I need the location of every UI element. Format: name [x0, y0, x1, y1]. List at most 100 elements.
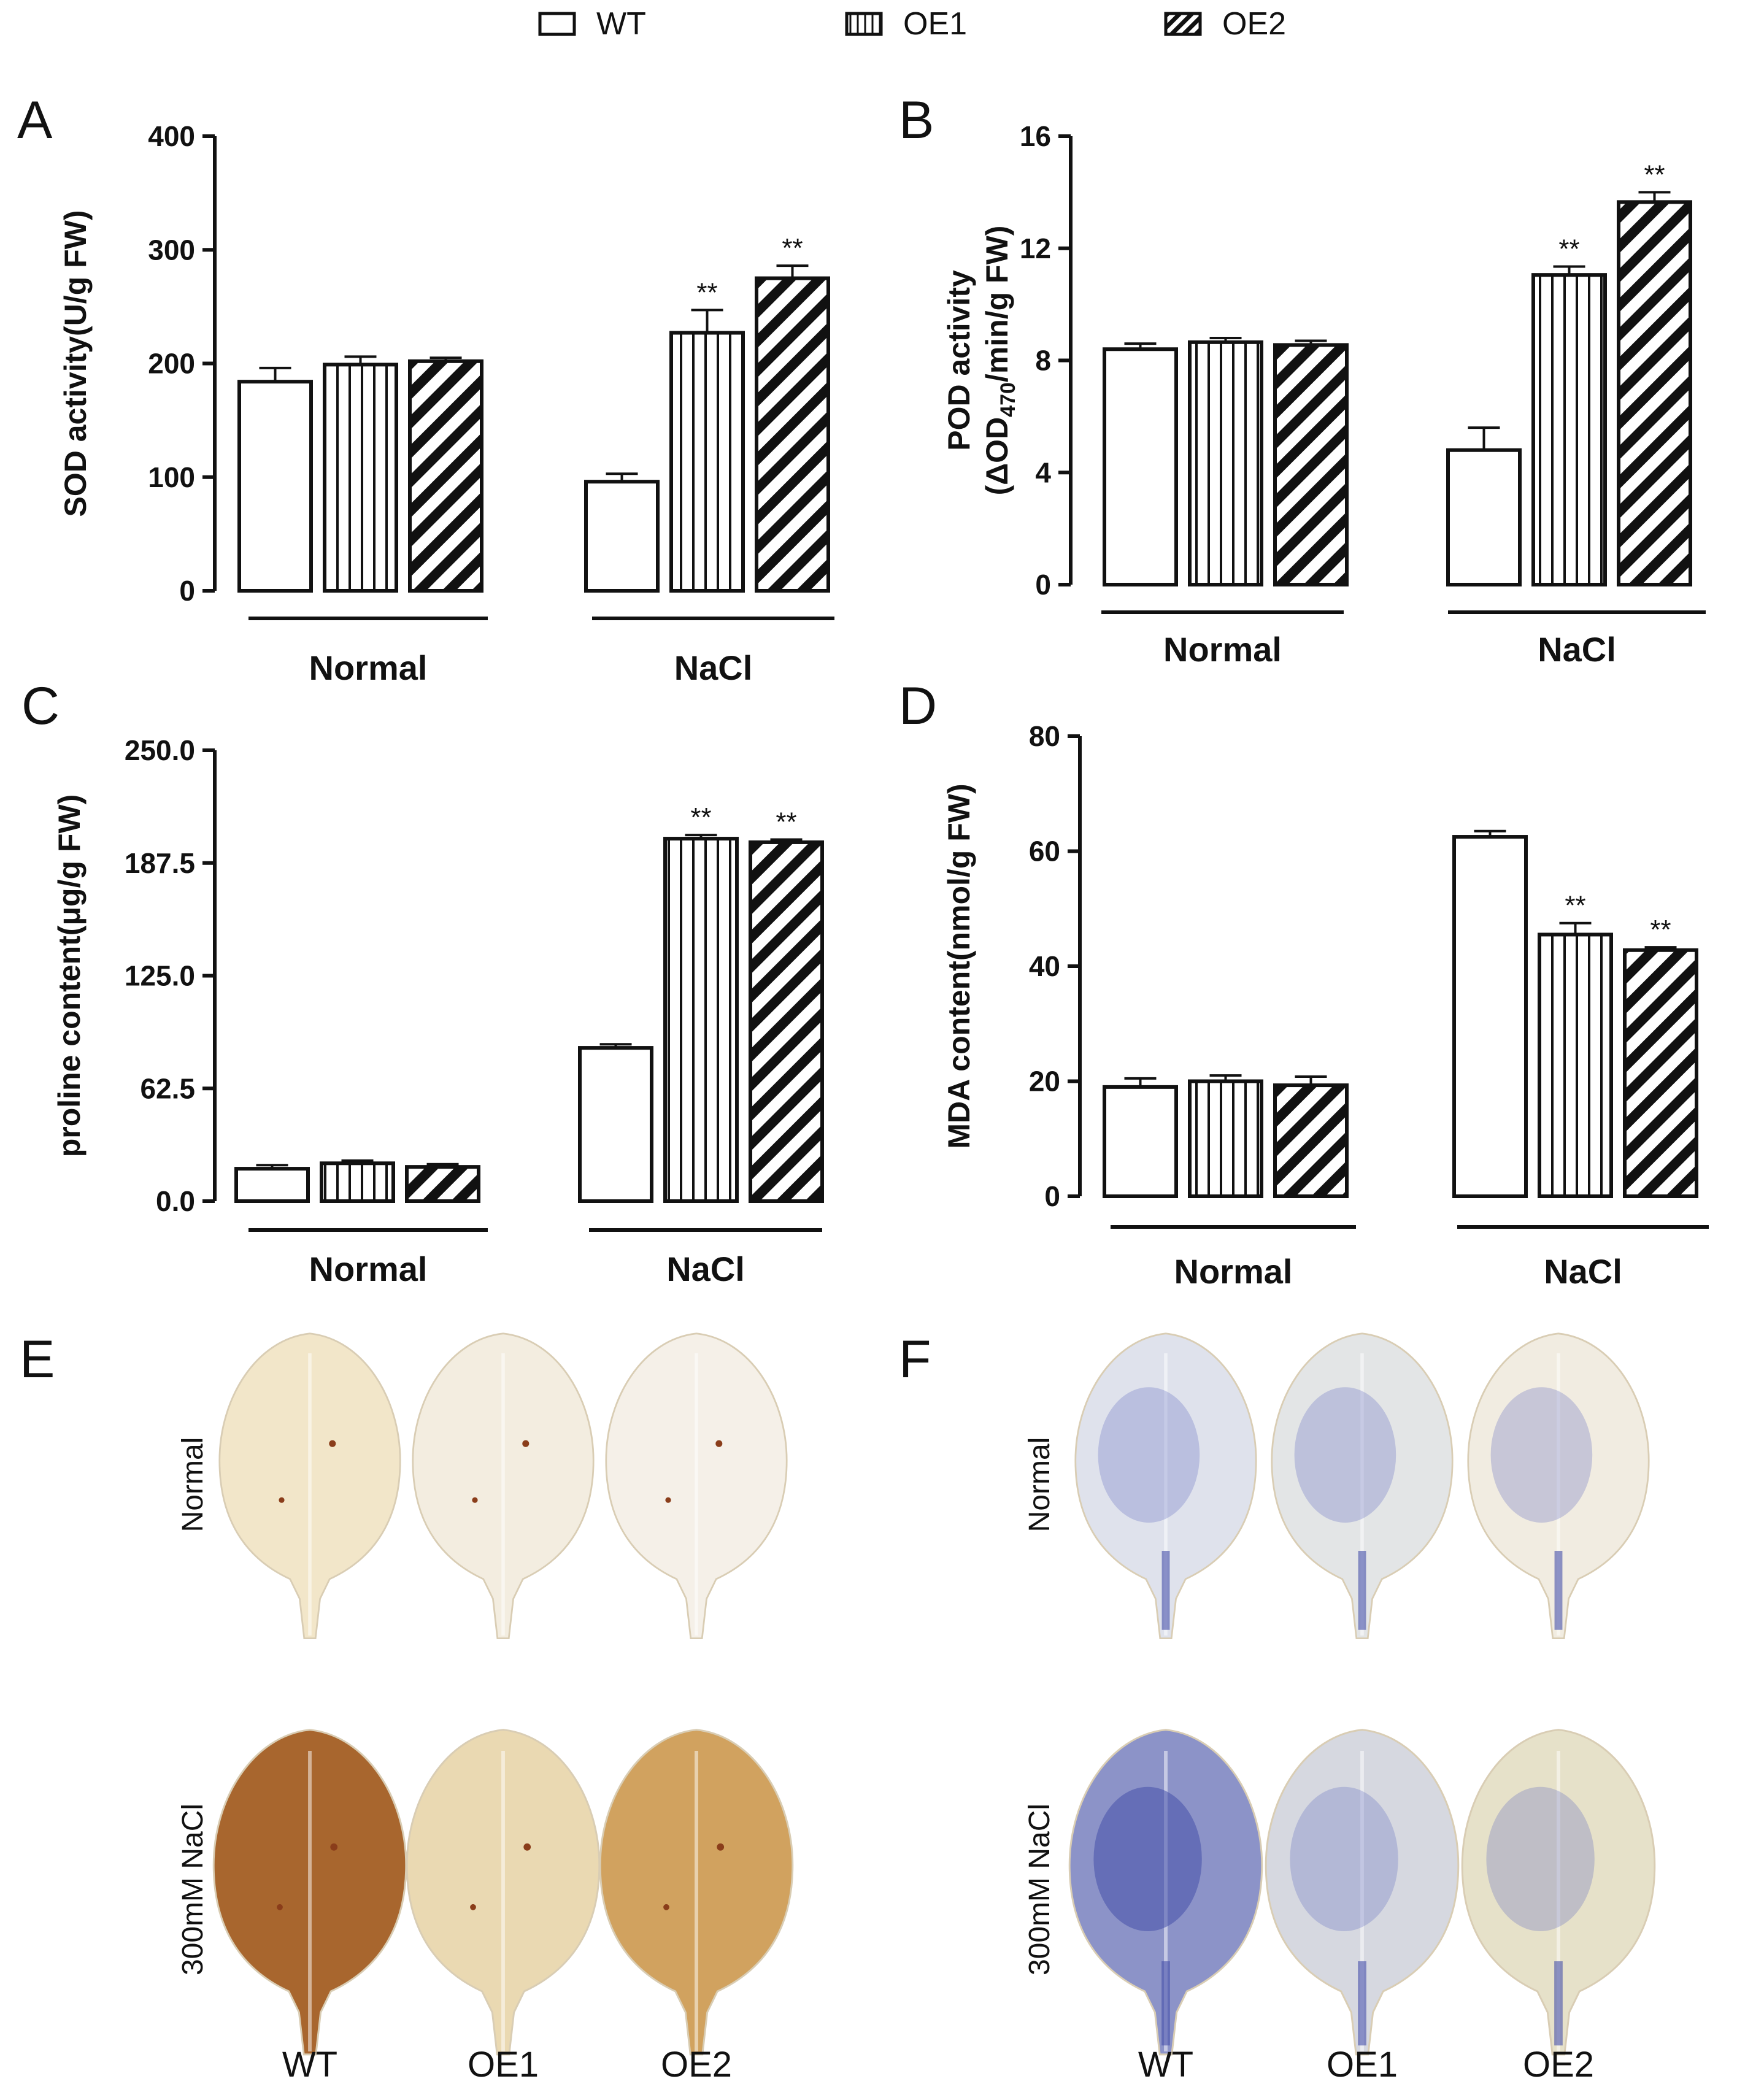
- chart-panel-a: A 0 100 200 300 400 SOD activity(U/g FW) Normal…: [17, 91, 834, 687]
- bar-oe1-normal: [1188, 1079, 1263, 1198]
- significance-marker: **: [690, 802, 711, 832]
- y-tick-label: 100: [148, 461, 195, 493]
- legend-label: OE2: [1222, 6, 1286, 42]
- leaf-image-oe2-normal: [1467, 1332, 1650, 1639]
- row-label: 300mM NaCl: [177, 1804, 209, 1975]
- legend-item-oe1: OE1: [845, 6, 967, 42]
- bar-wt-normal: [234, 1167, 310, 1203]
- column-label: WT: [282, 2045, 337, 2085]
- bar-oe2-nacl: [1623, 948, 1698, 1198]
- y-axis-label-units: (ΔOD470/min/g FW): [980, 226, 1020, 496]
- photo-panels: E Normal 300mM NaCl WT OE1 OE2 F Normal 300mM Na…: [20, 1330, 1656, 2085]
- row-label: Normal: [177, 1437, 209, 1532]
- y-tick-label: 20: [1029, 1066, 1060, 1097]
- legend-swatch: [845, 12, 883, 36]
- bar-oe2-normal: [1273, 343, 1349, 586]
- y-tick-label: 125.0: [125, 960, 195, 992]
- panel-letter: A: [17, 91, 53, 150]
- chart-panel-d: D 0 20 40 60 80 MDA content(nmol/g FW) Normal **…: [899, 677, 1709, 1291]
- y-tick-label: 0: [1035, 569, 1051, 601]
- panel-letter: E: [20, 1330, 55, 1389]
- y-tick-label: 8: [1035, 345, 1051, 377]
- column-label: OE2: [1523, 2045, 1594, 2085]
- bar-oe2-normal: [405, 1165, 480, 1204]
- leaf-image-wt-normal: [1074, 1332, 1257, 1639]
- bar-oe1-nacl: [1538, 932, 1613, 1198]
- legend-swatch: [538, 12, 576, 36]
- group-label-normal: Normal: [1174, 1252, 1293, 1291]
- panel-letter: F: [899, 1330, 931, 1389]
- y-tick-label: 4: [1035, 456, 1051, 488]
- significance-marker: **: [1644, 160, 1665, 190]
- leaf-image-oe2-nacl: [599, 1729, 794, 2056]
- y-tick-label: 187.5: [125, 847, 195, 879]
- legend-item-wt: WT: [538, 6, 646, 42]
- significance-marker: **: [782, 233, 803, 263]
- chart-panel-b: B 0 4 8 12 16 POD activity(ΔOD470/min/g FW) Nor…: [899, 91, 1706, 669]
- significance-marker: **: [1565, 891, 1585, 921]
- bar-oe2-nacl: [755, 276, 830, 593]
- y-tick-label: 62.5: [140, 1072, 195, 1104]
- row-label: 300mM NaCl: [1023, 1804, 1056, 1975]
- leaf-image-oe2-normal: [605, 1332, 788, 1639]
- y-axis-label: POD activity: [942, 270, 976, 451]
- y-tick-label: 60: [1029, 836, 1060, 867]
- panel-letter: C: [21, 677, 60, 736]
- bar-wt-normal: [1103, 1085, 1178, 1198]
- leaf-image-oe1-normal: [1271, 1332, 1454, 1639]
- column-label: WT: [1138, 2045, 1193, 2085]
- bar-wt-normal: [237, 380, 313, 593]
- bar-wt-nacl: [1446, 448, 1522, 587]
- group-label-nacl: NaCl: [674, 648, 753, 687]
- significance-marker: **: [1650, 915, 1671, 945]
- bar-oe1-normal: [320, 1161, 395, 1204]
- bar-oe1-nacl: [1531, 273, 1607, 586]
- y-tick-label: 80: [1029, 720, 1060, 752]
- significance-marker: **: [776, 807, 796, 837]
- bar-oe2-normal: [408, 359, 483, 593]
- column-label: OE1: [1327, 2045, 1398, 2085]
- leaf-image-wt-nacl: [212, 1729, 407, 2056]
- group-label-nacl: NaCl: [1538, 630, 1616, 669]
- leaf-image-oe1-nacl: [406, 1729, 601, 2056]
- bar-oe1-nacl: [663, 837, 739, 1204]
- panel-letter: B: [899, 91, 934, 150]
- bar-wt-nacl: [584, 480, 660, 593]
- y-tick-label: 40: [1029, 950, 1060, 982]
- legend-label: WT: [596, 6, 646, 42]
- bar-wt-nacl: [1452, 835, 1528, 1198]
- significance-marker: **: [1558, 234, 1579, 264]
- legend: WT OE1 OE2: [538, 6, 1286, 42]
- leaf-image-oe1-normal: [412, 1332, 595, 1639]
- bar-wt-normal: [1103, 347, 1178, 586]
- group-label-normal: Normal: [309, 648, 428, 687]
- y-tick-label: 0: [1044, 1180, 1060, 1212]
- chart-panel-c: C 0.0 62.5 125.0 187.5 250.0 proline content(μ…: [21, 677, 824, 1288]
- y-tick-label: 300: [148, 234, 195, 266]
- y-tick-label: 400: [148, 120, 195, 152]
- leaf-image-wt-normal: [218, 1332, 401, 1639]
- photo-panel-f: F Normal 300mM NaCl WT OE1 OE2: [899, 1330, 1656, 2085]
- y-axis-label: MDA content(nmol/g FW): [942, 783, 976, 1148]
- y-tick-label: 0: [179, 575, 195, 607]
- legend-item-oe2: OE2: [1164, 6, 1286, 42]
- row-label: Normal: [1023, 1437, 1056, 1532]
- group-label-nacl: NaCl: [666, 1250, 745, 1288]
- group-label-normal: Normal: [1163, 630, 1282, 669]
- y-tick-label: 0.0: [156, 1185, 195, 1217]
- legend-label: OE1: [903, 6, 967, 42]
- group-label-normal: Normal: [309, 1250, 428, 1288]
- y-tick-label: 250.0: [125, 734, 195, 766]
- bar-oe1-normal: [1188, 340, 1263, 586]
- bar-oe1-nacl: [669, 331, 745, 593]
- bar-wt-nacl: [578, 1046, 653, 1203]
- bar-oe2-normal: [1273, 1083, 1349, 1198]
- bar-oe2-nacl: [1617, 200, 1692, 587]
- column-label: OE2: [661, 2045, 732, 2085]
- significance-marker: **: [696, 277, 717, 307]
- y-tick-label: 12: [1020, 233, 1051, 264]
- y-tick-label: 16: [1020, 120, 1051, 152]
- leaf-image-oe1-nacl: [1265, 1729, 1460, 2056]
